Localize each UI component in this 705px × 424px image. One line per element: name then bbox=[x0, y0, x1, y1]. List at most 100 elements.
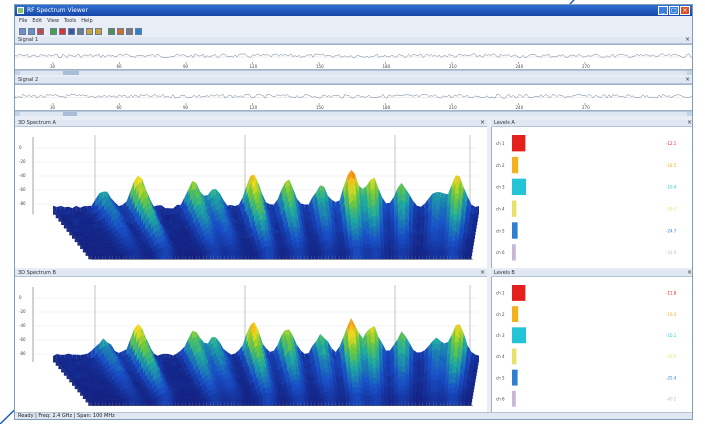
surface-cell bbox=[206, 395, 211, 406]
surface-cell bbox=[464, 398, 469, 406]
surface-cell bbox=[255, 250, 260, 260]
waveform-2-plot: 30 60 90 120 150 180 210 240 270 bbox=[15, 93, 692, 110]
settings-icon[interactable] bbox=[135, 27, 142, 35]
menu-edit[interactable]: Edit bbox=[32, 18, 43, 24]
level-bar bbox=[512, 285, 526, 301]
surface-cell bbox=[276, 396, 280, 406]
surface-cell bbox=[164, 392, 169, 406]
level-label: ch 5 bbox=[496, 375, 505, 380]
surface-cell bbox=[220, 249, 225, 260]
surface-cell bbox=[82, 391, 87, 400]
level-bar bbox=[512, 244, 516, 261]
surface-cell bbox=[454, 246, 458, 260]
surface-cell bbox=[192, 399, 197, 406]
surface-cell bbox=[245, 252, 249, 260]
save-icon[interactable] bbox=[28, 27, 35, 35]
waveform-2-scrollbar[interactable] bbox=[15, 111, 692, 116]
app-icon bbox=[17, 7, 24, 14]
waterfall-1: 0 -20 -40 -60 -80 bbox=[15, 127, 487, 268]
maximize-button[interactable]: □ bbox=[669, 6, 679, 15]
open-icon[interactable] bbox=[19, 27, 26, 35]
scroll-left-arrow[interactable] bbox=[15, 112, 20, 116]
scroll-left-arrow[interactable] bbox=[15, 71, 20, 75]
surface-cell bbox=[346, 249, 350, 260]
surface-cell bbox=[307, 397, 312, 406]
surface-cell bbox=[293, 394, 298, 406]
surface-cell bbox=[321, 396, 326, 406]
zoom-out-icon[interactable] bbox=[95, 27, 102, 35]
level-bar bbox=[512, 135, 526, 152]
surface-cell bbox=[154, 249, 158, 260]
surface-cell bbox=[443, 248, 448, 260]
levels-2-close-icon[interactable]: × bbox=[686, 269, 692, 276]
levels-2-title: Levels B bbox=[494, 270, 515, 276]
surface-cell bbox=[105, 399, 110, 406]
surface-cell bbox=[133, 249, 138, 260]
level-label: ch 2 bbox=[496, 312, 505, 317]
export-icon[interactable] bbox=[117, 27, 124, 35]
surface-cell bbox=[374, 246, 378, 260]
surface-cell bbox=[325, 248, 329, 260]
waveform-tick-label: 60 bbox=[117, 105, 123, 110]
surface-cell bbox=[98, 253, 103, 260]
waterfall-1-close-icon[interactable]: × bbox=[479, 119, 485, 126]
surface-cell bbox=[370, 393, 375, 406]
surface-cell bbox=[210, 247, 214, 260]
level-bar bbox=[512, 390, 516, 407]
surface-cell bbox=[450, 393, 455, 406]
surface-cell bbox=[349, 393, 354, 406]
surface-cell bbox=[339, 251, 343, 260]
level-bar bbox=[512, 348, 517, 365]
surface-cell bbox=[238, 396, 242, 406]
waterfall-2-close-icon[interactable]: × bbox=[479, 269, 485, 276]
grid-icon[interactable] bbox=[108, 27, 115, 35]
menu-help[interactable]: Help bbox=[81, 18, 93, 24]
title-bar[interactable]: RF Spectrum Viewer _ □ × bbox=[15, 5, 692, 16]
print-icon[interactable] bbox=[126, 27, 133, 35]
surface-cell bbox=[394, 248, 399, 260]
surface-cell bbox=[130, 396, 134, 406]
waveform-tick-label: 30 bbox=[50, 105, 56, 110]
surface-cell bbox=[346, 395, 350, 406]
pause-icon[interactable] bbox=[77, 27, 84, 35]
level-bar bbox=[512, 327, 526, 344]
surface-cell bbox=[175, 251, 179, 260]
waveform-1-close-icon[interactable]: × bbox=[684, 36, 690, 43]
surface-cell bbox=[461, 396, 465, 406]
waveform-1-scrollbar[interactable] bbox=[15, 70, 692, 75]
menu-file[interactable]: File bbox=[19, 18, 28, 24]
surface-cell bbox=[408, 250, 413, 260]
menu-view[interactable]: View bbox=[47, 18, 59, 24]
surface-cell bbox=[374, 393, 378, 406]
surface-cell bbox=[332, 395, 336, 406]
record-icon[interactable] bbox=[59, 27, 66, 35]
surface-cell bbox=[415, 398, 420, 406]
scroll-thumb[interactable] bbox=[63, 112, 77, 116]
surface-cell bbox=[199, 398, 204, 406]
delete-icon[interactable] bbox=[37, 27, 44, 35]
waveform-1-title: Signal 1 bbox=[18, 37, 39, 43]
menu-tools[interactable]: Tools bbox=[63, 18, 77, 24]
close-button[interactable]: × bbox=[680, 6, 690, 15]
scroll-right-arrow[interactable] bbox=[687, 112, 692, 116]
surface-cell bbox=[133, 396, 138, 406]
surface-cell bbox=[328, 248, 333, 260]
scroll-thumb[interactable] bbox=[63, 71, 79, 75]
levels-1-close-icon[interactable]: × bbox=[686, 119, 692, 126]
stop-icon[interactable] bbox=[68, 27, 75, 35]
surface-cell bbox=[367, 248, 371, 260]
play-icon[interactable] bbox=[50, 27, 57, 35]
surface-cell bbox=[335, 396, 340, 406]
surface-cell bbox=[182, 399, 186, 406]
surface-cell bbox=[408, 396, 413, 406]
waveform-tick-label: 180 bbox=[383, 64, 391, 69]
waveform-1: 30 60 90 120 150 180 210 240 270 bbox=[15, 44, 692, 70]
surface-cell bbox=[77, 238, 82, 246]
surface-cell bbox=[398, 395, 402, 406]
minimize-button[interactable]: _ bbox=[658, 6, 668, 15]
scroll-right-arrow[interactable] bbox=[687, 71, 692, 75]
zoom-in-icon[interactable] bbox=[86, 27, 93, 35]
surface-cell bbox=[217, 247, 221, 260]
surface-cell bbox=[119, 398, 124, 406]
waveform-2-close-icon[interactable]: × bbox=[684, 76, 690, 83]
